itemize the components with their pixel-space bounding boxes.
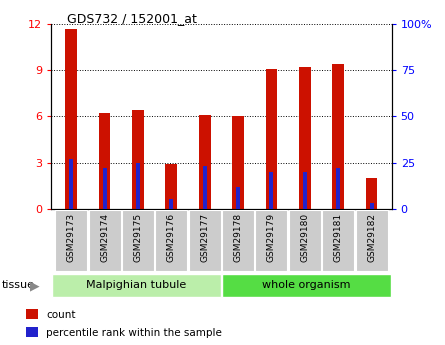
FancyBboxPatch shape: [189, 210, 221, 271]
Bar: [136, 162, 140, 209]
Bar: [336, 168, 340, 209]
Text: percentile rank within the sample: percentile rank within the sample: [46, 328, 222, 338]
Bar: [26, 327, 38, 337]
FancyBboxPatch shape: [255, 210, 287, 271]
FancyBboxPatch shape: [155, 210, 187, 271]
Bar: [332, 64, 344, 209]
Text: Malpighian tubule: Malpighian tubule: [86, 280, 186, 290]
Text: GSM29178: GSM29178: [234, 213, 243, 262]
Text: count: count: [46, 310, 76, 320]
Text: GSM29176: GSM29176: [167, 213, 176, 262]
Bar: [266, 69, 277, 209]
Bar: [199, 115, 210, 209]
Bar: [132, 110, 144, 209]
Text: whole organism: whole organism: [262, 280, 351, 290]
FancyBboxPatch shape: [52, 274, 221, 297]
Text: GSM29181: GSM29181: [334, 213, 343, 262]
Text: GDS732 / 152001_at: GDS732 / 152001_at: [67, 12, 197, 25]
Bar: [232, 117, 244, 209]
FancyBboxPatch shape: [122, 210, 154, 271]
Bar: [65, 29, 77, 209]
FancyBboxPatch shape: [289, 210, 321, 271]
Bar: [366, 178, 377, 209]
Bar: [299, 67, 311, 209]
Text: GSM29182: GSM29182: [367, 213, 376, 262]
Bar: [170, 199, 174, 209]
Bar: [236, 187, 240, 209]
Text: GSM29177: GSM29177: [200, 213, 209, 262]
Bar: [370, 203, 374, 209]
Text: GSM29179: GSM29179: [267, 213, 276, 262]
Bar: [69, 159, 73, 209]
Bar: [103, 168, 107, 209]
Bar: [203, 166, 207, 209]
Text: ▶: ▶: [30, 279, 40, 292]
Text: GSM29175: GSM29175: [134, 213, 142, 262]
Text: GSM29174: GSM29174: [100, 213, 109, 262]
FancyBboxPatch shape: [89, 210, 121, 271]
Text: GSM29173: GSM29173: [67, 213, 76, 262]
Bar: [99, 114, 110, 209]
FancyBboxPatch shape: [222, 274, 391, 297]
Text: tissue: tissue: [2, 280, 35, 290]
Text: GSM29180: GSM29180: [300, 213, 309, 262]
FancyBboxPatch shape: [322, 210, 354, 271]
Bar: [270, 172, 274, 209]
FancyBboxPatch shape: [356, 210, 388, 271]
FancyBboxPatch shape: [55, 210, 87, 271]
FancyBboxPatch shape: [222, 210, 254, 271]
Bar: [166, 164, 177, 209]
Bar: [26, 309, 38, 319]
Bar: [303, 172, 307, 209]
